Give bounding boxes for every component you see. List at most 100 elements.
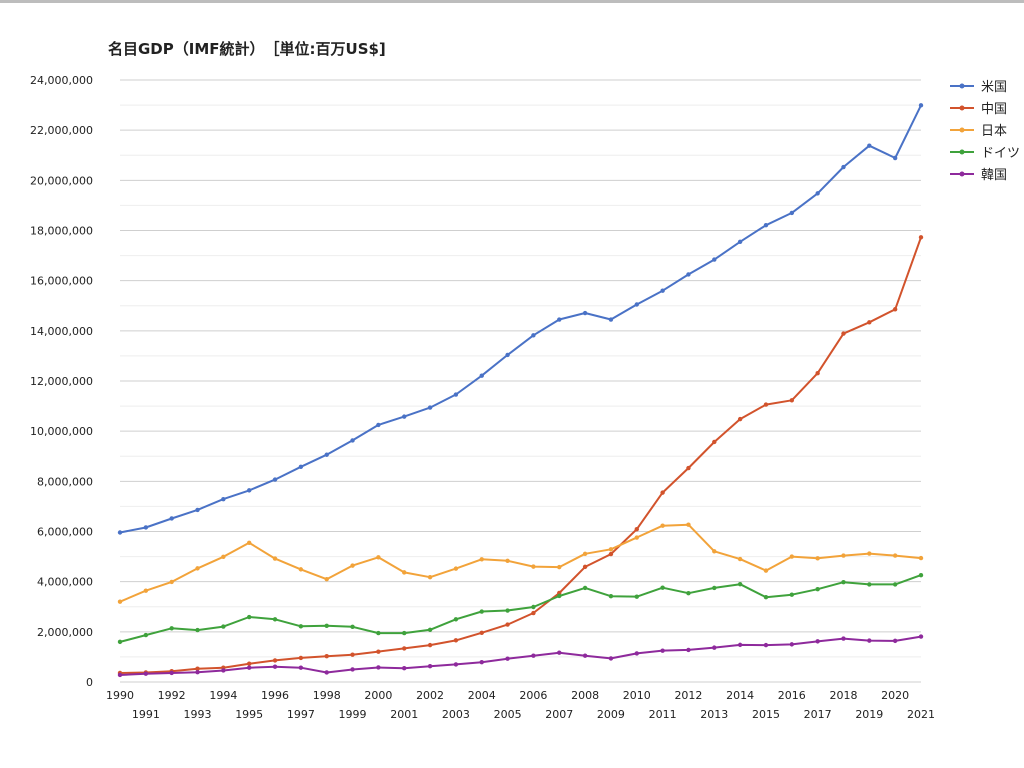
y-tick-label: 10,000,000	[30, 425, 93, 438]
data-point	[427, 574, 433, 580]
data-point	[634, 651, 639, 656]
data-point	[169, 516, 174, 521]
data-point	[815, 556, 820, 561]
data-point	[350, 667, 355, 672]
legend-swatch-point	[959, 149, 965, 155]
data-point	[453, 662, 459, 667]
data-point	[195, 627, 200, 633]
data-point	[505, 622, 510, 627]
data-point	[427, 663, 433, 669]
data-point	[737, 642, 743, 648]
x-tick-label: 2000	[364, 689, 392, 702]
data-point	[376, 555, 381, 560]
data-point	[634, 594, 639, 599]
x-tick-label: 2009	[597, 708, 625, 721]
data-point	[505, 608, 510, 613]
x-tick-label: 1998	[313, 689, 341, 702]
data-point	[117, 530, 123, 535]
data-point	[789, 592, 795, 597]
data-point	[453, 566, 459, 571]
x-tick-label: 2018	[829, 689, 857, 702]
data-point	[221, 496, 226, 502]
data-point	[660, 523, 665, 528]
series-line	[119, 104, 922, 534]
x-tick-label: 2002	[416, 689, 444, 702]
data-point	[272, 477, 278, 482]
data-point	[557, 590, 562, 596]
y-tick-label: 8,000,000	[37, 475, 93, 488]
data-point	[169, 626, 174, 631]
x-tick-label: 2008	[571, 689, 599, 702]
data-point	[660, 288, 665, 293]
legend-swatch-point	[959, 83, 965, 89]
x-tick-label: 2020	[881, 689, 909, 702]
data-point	[841, 636, 846, 641]
y-axis-ticks: 0 2,000,000 4,000,000 6,000,000 8,000,000 10,…	[30, 74, 93, 689]
data-point	[324, 576, 329, 582]
data-point	[531, 653, 536, 658]
series-line	[119, 523, 922, 603]
data-point	[763, 568, 769, 573]
gridlines	[120, 79, 921, 683]
data-point	[712, 549, 717, 554]
data-point	[763, 223, 769, 228]
data-point	[789, 642, 795, 647]
data-point	[660, 490, 665, 495]
data-point	[582, 564, 588, 570]
data-point	[737, 581, 743, 587]
data-point	[737, 239, 743, 244]
data-point	[557, 564, 562, 570]
data-point	[221, 668, 226, 673]
x-tick-label: 1996	[261, 689, 289, 702]
data-point	[505, 558, 510, 564]
series-line	[119, 574, 922, 643]
data-point	[402, 570, 407, 575]
data-point	[169, 670, 174, 676]
data-point	[453, 617, 459, 622]
y-tick-label: 14,000,000	[30, 325, 93, 338]
data-point	[918, 235, 924, 240]
data-point	[634, 527, 639, 532]
data-point	[686, 647, 691, 653]
data-point	[892, 553, 898, 558]
data-point	[660, 648, 665, 653]
legend-swatch-point	[959, 105, 965, 111]
data-point	[324, 670, 329, 675]
data-point	[324, 452, 329, 457]
data-point	[918, 103, 924, 108]
data-point	[246, 614, 252, 620]
data-point	[841, 164, 846, 170]
data-point	[867, 582, 872, 587]
x-tick-label: 1999	[339, 708, 367, 721]
data-point	[918, 634, 924, 639]
data-point	[479, 659, 484, 665]
data-point	[453, 392, 459, 397]
data-point	[324, 653, 329, 659]
data-point	[892, 582, 898, 587]
data-point	[660, 585, 665, 590]
data-point	[867, 320, 872, 325]
data-point	[815, 371, 820, 376]
legend-entry: 日本	[981, 124, 1007, 139]
data-point	[143, 588, 149, 593]
data-point	[272, 556, 278, 561]
data-point	[686, 465, 691, 471]
x-tick-label: 2021	[907, 708, 935, 721]
data-point	[298, 655, 304, 661]
data-point	[350, 563, 355, 568]
data-point	[195, 566, 200, 571]
x-tick-label: 2016	[778, 689, 806, 702]
data-point	[531, 333, 536, 338]
data-point	[608, 551, 614, 557]
data-point	[221, 624, 226, 629]
legend-swatch-point	[959, 171, 965, 177]
legend-swatch-point	[959, 127, 965, 133]
data-point	[427, 627, 433, 633]
x-tick-label: 2004	[468, 689, 496, 702]
legend-entry: 韓国	[981, 168, 1007, 183]
data-point	[712, 439, 717, 445]
data-point	[143, 632, 149, 638]
data-point	[892, 307, 898, 312]
data-point	[505, 656, 510, 661]
